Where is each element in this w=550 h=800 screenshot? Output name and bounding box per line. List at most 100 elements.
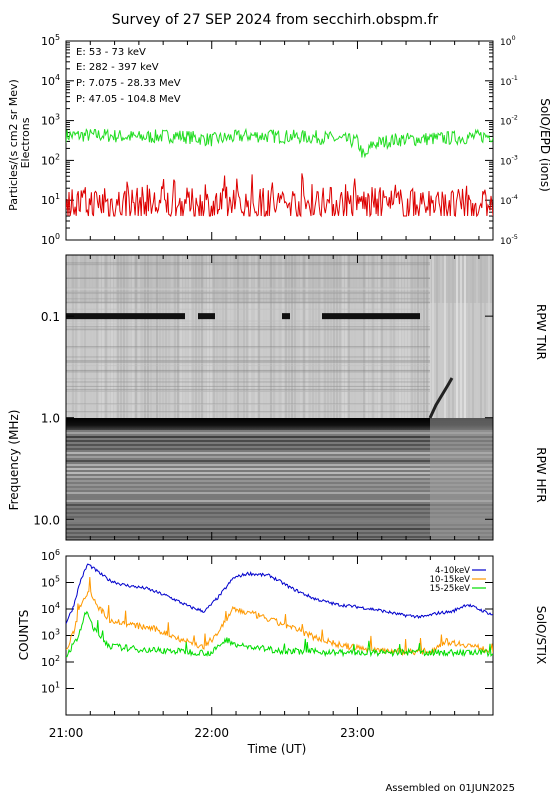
tnr-column bbox=[288, 255, 290, 418]
tnr-column bbox=[159, 255, 161, 418]
tnr-column bbox=[360, 255, 362, 418]
tnr-column bbox=[285, 255, 287, 418]
page-title: Survey of 27 SEP 2024 from secchirh.obsp… bbox=[112, 12, 439, 28]
hfr-stripe bbox=[66, 468, 493, 470]
hfr-stripe bbox=[66, 484, 493, 486]
tnr-column bbox=[297, 255, 299, 418]
tnr-column bbox=[78, 255, 80, 418]
tnr-column bbox=[126, 255, 128, 418]
tnr-column bbox=[342, 255, 344, 418]
hfr-stripe bbox=[66, 492, 493, 494]
late-column bbox=[468, 255, 470, 418]
radio-right-label-tnr: RPW TNR bbox=[534, 304, 548, 360]
tnr-texture bbox=[66, 255, 431, 418]
tnr-column bbox=[315, 255, 317, 418]
tnr-column bbox=[195, 255, 197, 418]
bright-band-segment bbox=[322, 313, 420, 320]
hfr-stripe bbox=[66, 516, 493, 518]
tnr-row bbox=[66, 385, 430, 387]
tnr-column bbox=[393, 255, 395, 418]
stix-legend-label: 4-10keV bbox=[435, 566, 470, 576]
particles-ylabel: Particles/(s cm2 sr Mev) bbox=[7, 79, 20, 211]
particles-series bbox=[66, 127, 493, 218]
series-line-electrons-high bbox=[66, 173, 493, 218]
stix-legend-label: 15-25keV bbox=[430, 584, 471, 594]
tnr-row bbox=[66, 369, 430, 371]
y-tick-label: 103 bbox=[41, 113, 60, 128]
tnr-column bbox=[330, 255, 332, 418]
tnr-column bbox=[336, 255, 338, 418]
tnr-column bbox=[318, 255, 320, 418]
x-tick-label: 21:00 bbox=[49, 726, 84, 740]
tnr-column bbox=[177, 255, 179, 418]
tnr-column bbox=[174, 255, 176, 418]
tnr-column bbox=[249, 255, 251, 418]
stix-panel: 101 102 103 104 105 106 21:00 22:00 23:00 4-10ke… bbox=[17, 548, 548, 756]
tnr-column bbox=[90, 255, 92, 418]
tnr-column bbox=[222, 255, 224, 418]
stix-series bbox=[66, 563, 493, 658]
tnr-column bbox=[219, 255, 221, 418]
tnr-column bbox=[390, 255, 392, 418]
tnr-row bbox=[66, 378, 430, 380]
late-features bbox=[428, 255, 493, 419]
hfr-stripes bbox=[66, 432, 493, 538]
tnr-bright-band bbox=[66, 313, 420, 320]
tnr-row bbox=[66, 381, 430, 383]
tnr-column bbox=[300, 255, 302, 418]
tnr-column bbox=[351, 255, 353, 418]
tnr-column bbox=[399, 255, 401, 418]
hfr-stripe bbox=[66, 504, 493, 506]
tnr-column bbox=[207, 255, 209, 418]
late-column bbox=[460, 255, 462, 418]
tnr-row bbox=[66, 302, 430, 304]
tnr-row bbox=[66, 403, 430, 405]
hfr-stripe bbox=[66, 496, 493, 498]
tnr-row bbox=[66, 277, 430, 279]
footer-assembled: Assembled on 01JUN2025 bbox=[385, 783, 515, 794]
tnr-column bbox=[423, 255, 425, 418]
tnr-column bbox=[129, 255, 131, 418]
tnr-column bbox=[180, 255, 182, 418]
tnr-row bbox=[66, 288, 430, 290]
late-column bbox=[472, 255, 474, 418]
tnr-column bbox=[273, 255, 275, 418]
tnr-column bbox=[198, 255, 200, 418]
tnr-row bbox=[66, 292, 430, 294]
tnr-column bbox=[99, 255, 101, 418]
tnr-row bbox=[66, 365, 430, 367]
tnr-column bbox=[366, 255, 368, 418]
tnr-column bbox=[363, 255, 365, 418]
tnr-column bbox=[93, 255, 95, 418]
tnr-row bbox=[66, 360, 430, 362]
bright-band-segment bbox=[282, 313, 290, 320]
late-column bbox=[464, 255, 466, 418]
tnr-column bbox=[327, 255, 329, 418]
late-column bbox=[436, 255, 438, 418]
tnr-row bbox=[66, 328, 430, 330]
tnr-column bbox=[156, 255, 158, 418]
series-line-electrons-low bbox=[66, 127, 493, 159]
late-column bbox=[452, 255, 454, 418]
tnr-column bbox=[225, 255, 227, 418]
tnr-row bbox=[66, 371, 430, 373]
tnr-column bbox=[384, 255, 386, 418]
tnr-column bbox=[375, 255, 377, 418]
tnr-column bbox=[357, 255, 359, 418]
tnr-column bbox=[267, 255, 269, 418]
tnr-row bbox=[66, 388, 430, 390]
y-tick-label: 104 bbox=[41, 73, 60, 88]
y-tick-label: 102 bbox=[41, 152, 60, 167]
tnr-column bbox=[243, 255, 245, 418]
tnr-column bbox=[348, 255, 350, 418]
hfr-stripe bbox=[66, 508, 493, 510]
y-tick-label: 104 bbox=[41, 601, 60, 616]
tnr-column bbox=[102, 255, 104, 418]
tnr-column bbox=[153, 255, 155, 418]
type-iii-burst bbox=[428, 377, 454, 419]
tnr-column bbox=[261, 255, 263, 418]
y-tick-label: 101 bbox=[41, 192, 60, 207]
tnr-column bbox=[291, 255, 293, 418]
